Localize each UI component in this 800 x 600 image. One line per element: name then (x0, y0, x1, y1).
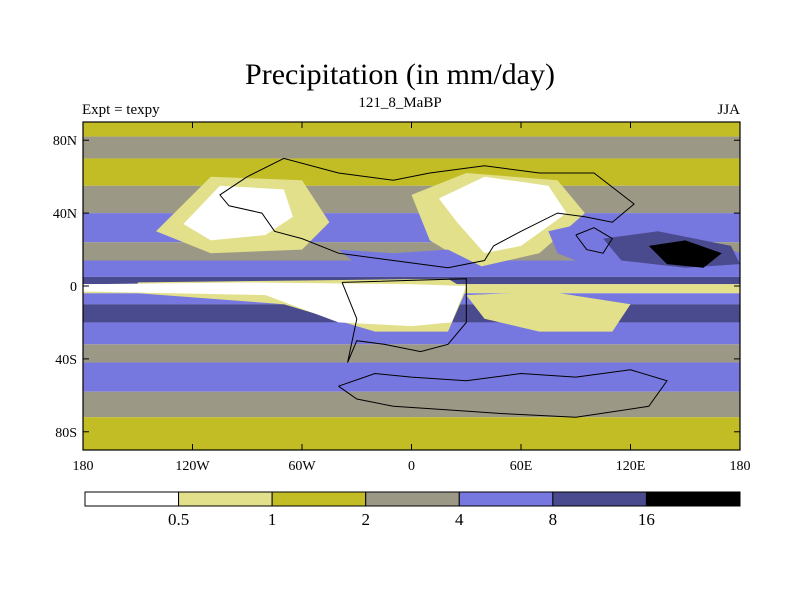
x-tick-label: 120E (616, 459, 646, 474)
y-tick-label: 80N (53, 134, 77, 149)
experiment-label: Expt = texpy (82, 102, 160, 118)
colorbar-level-label: 8 (549, 510, 558, 529)
precip-region-equatorial-dry-core (83, 282, 467, 327)
x-tick-label: 0 (408, 459, 415, 474)
axis-layer: 180 120W 60W 0 60E 120E 180 80N 40N 0 40S 80S (53, 122, 751, 474)
x-tick-label: 180 (730, 459, 751, 474)
precip-band-1 (83, 136, 740, 159)
colorbar-level-label: 16 (638, 510, 655, 529)
colorbar-swatch-3 (365, 491, 460, 507)
precip-band-0 (83, 122, 740, 137)
precip-band-2 (83, 158, 740, 186)
colorbar: 0.5 1 2 4 8 16 (84, 491, 741, 529)
coastline-2 (338, 369, 668, 418)
colorbar-swatch-2 (271, 491, 367, 507)
precip-band-12 (83, 344, 740, 363)
precip-region-monsoon-core-extreme (648, 240, 722, 268)
colorbar-swatch-0 (84, 491, 180, 507)
coastline-0 (219, 157, 635, 269)
colorbar-level-label: 0.5 (168, 510, 189, 529)
chart-subtitle: 121_8_MaBP (358, 95, 442, 111)
y-tick-label: 0 (70, 280, 77, 295)
precip-region-laurasia-east-arid (438, 176, 567, 254)
x-tick-label: 60W (288, 459, 316, 474)
coastline-3 (575, 227, 613, 254)
coastline-layer (219, 157, 668, 418)
x-tick-label: 60E (510, 459, 533, 474)
coastline-1 (341, 278, 467, 363)
precipitation-fill-layer (83, 122, 740, 450)
colorbar-level-label: 1 (268, 510, 277, 529)
y-tick-label: 40S (55, 353, 77, 368)
precip-band-14 (83, 391, 740, 418)
precip-region-tethys-wet-strip (338, 249, 485, 272)
chart-title: Precipitation (in mm/day) (245, 58, 555, 91)
colorbar-swatch-6 (645, 491, 741, 507)
colorbar-level-label: 2 (361, 510, 370, 529)
y-tick-label: 40N (53, 207, 77, 222)
precip-region-southern-gondwana-dry (466, 291, 631, 332)
colorbar-swatch-5 (552, 491, 647, 507)
colorbar-swatch-1 (178, 491, 273, 507)
season-label: JJA (717, 102, 740, 118)
y-tick-label: 80S (55, 426, 77, 441)
precip-region-laurasia-west-arid (183, 185, 293, 241)
x-tick-label: 120W (175, 459, 210, 474)
colorbar-level-label: 4 (455, 510, 464, 529)
colorbar-swatch-4 (458, 491, 554, 507)
x-tick-label: 180 (73, 459, 94, 474)
